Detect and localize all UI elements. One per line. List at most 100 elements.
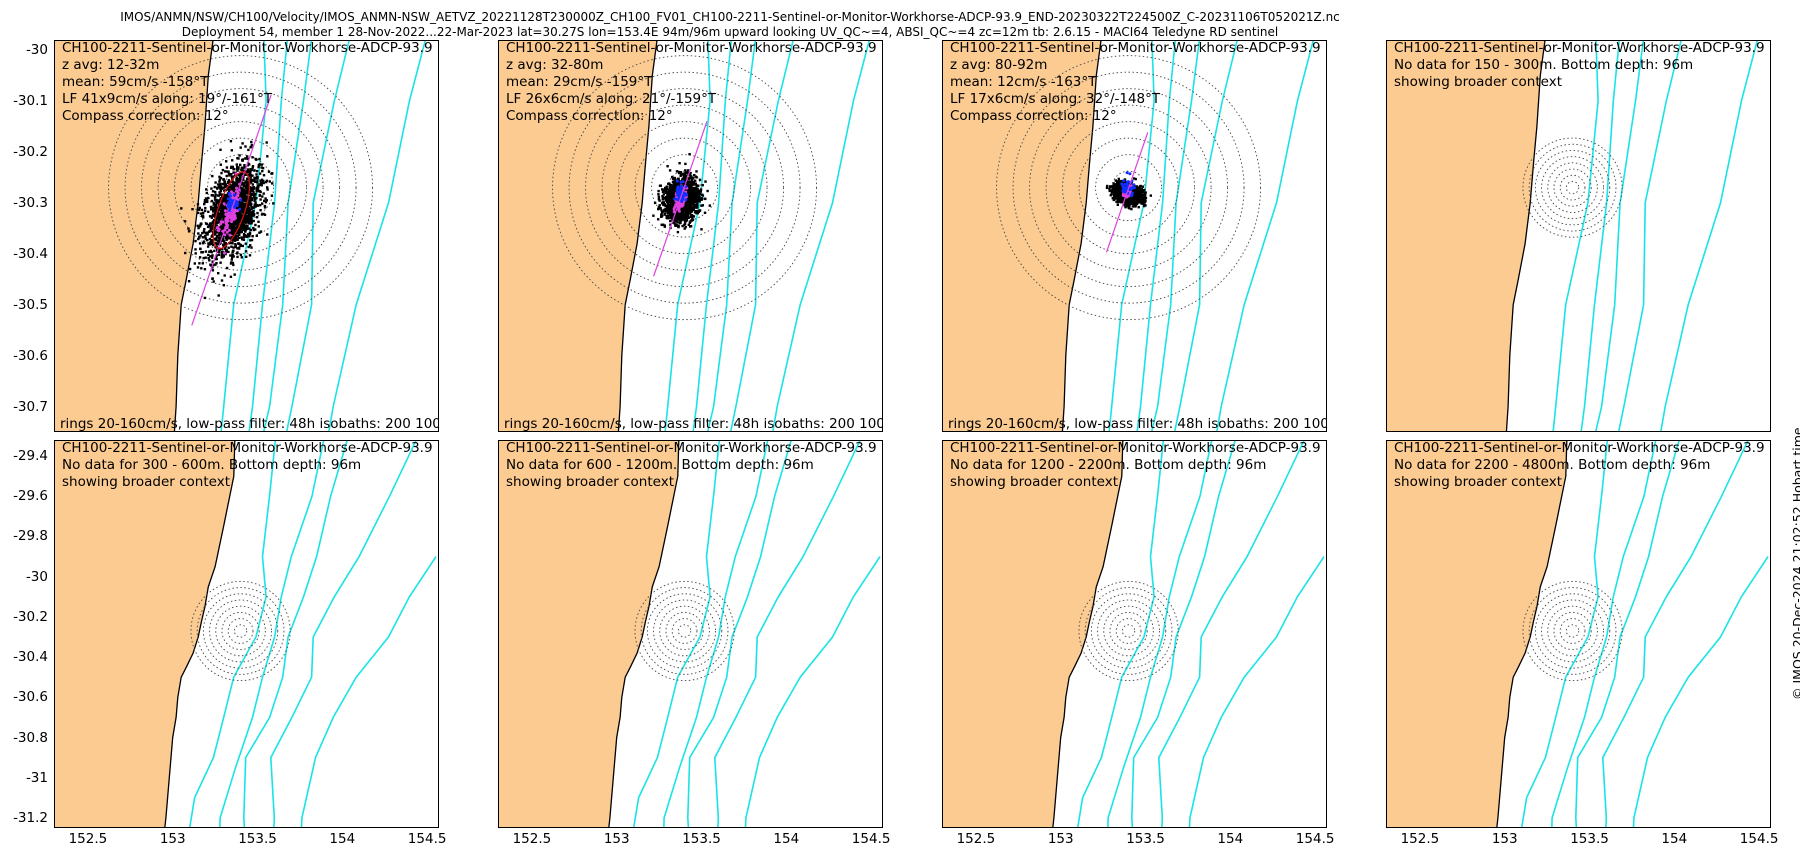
- speed-ring-100: [1542, 157, 1604, 219]
- panel-150-300m: CH100-2211-Sentinel-or-Monitor-Workhorse…: [1386, 40, 1771, 432]
- panel-info-line: LF 41x9cm/s along: 19°/-161°T: [62, 91, 433, 108]
- x-tick-label: 153.5: [238, 831, 277, 847]
- map-plot: [1386, 40, 1771, 432]
- speed-ring-140: [1529, 588, 1616, 675]
- isobath-line: [1603, 40, 1760, 432]
- x-tick-label: 154: [1661, 831, 1687, 847]
- y-tick-label: -30.6: [13, 348, 48, 364]
- panel-info-line: showing broader context: [1394, 74, 1765, 91]
- panel-info-line: LF 26x6cm/s along: 21°/-159°T: [506, 91, 877, 108]
- panel-title: CH100-2211-Sentinel-or-Monitor-Workhorse…: [950, 40, 1321, 57]
- panel-info-line: mean: 59cm/s -158°T: [62, 74, 433, 91]
- y-tick-label: -31: [26, 770, 48, 786]
- isobath-line: [1631, 40, 1768, 432]
- x-tick-label: 154: [1217, 831, 1243, 847]
- x-tick-label: 152.5: [513, 831, 552, 847]
- panel-info-line: No data for 600 - 1200m. Bottom depth: 9…: [506, 457, 877, 474]
- x-tick-label: 153: [1048, 831, 1074, 847]
- panel-title: CH100-2211-Sentinel-or-Monitor-Workhorse…: [62, 40, 433, 57]
- speed-ring-120: [1535, 594, 1609, 668]
- x-tick-label: 154.5: [852, 831, 891, 847]
- speed-ring-20: [1566, 181, 1578, 193]
- land-area: [1386, 40, 1568, 432]
- panel-footer: rings 20-160cm/s, low-pass filter: 48h i…: [948, 416, 1327, 432]
- x-tick-label: 154.5: [1740, 831, 1779, 847]
- panel-12-32m: CH100-2211-Sentinel-or-Monitor-Workhorse…: [54, 40, 439, 432]
- y-tick-label: -30.2: [13, 609, 48, 625]
- y-tick-label: -31.2: [13, 810, 48, 826]
- speed-ring-40: [1116, 619, 1141, 644]
- panel-title: CH100-2211-Sentinel-or-Monitor-Workhorse…: [506, 40, 877, 57]
- speed-ring-60: [1110, 612, 1147, 649]
- panel-info-line: Compass correction: 12°: [62, 108, 433, 125]
- y-tick-label: -30.1: [13, 93, 48, 109]
- panel-info-line: Compass correction: 12°: [950, 108, 1321, 125]
- isobath-line: [715, 440, 872, 828]
- isobath-line: [1159, 440, 1316, 828]
- panel-info-line: No data for 150 - 300m. Bottom depth: 96…: [1394, 57, 1765, 74]
- speed-ring-60: [1554, 612, 1591, 649]
- panel-info-line: LF 17x6cm/s along: 32°/-148°T: [950, 91, 1321, 108]
- x-tick-label: 153: [604, 831, 630, 847]
- panel-2200-4800m: CH100-2211-Sentinel-or-Monitor-Workhorse…: [1386, 440, 1771, 828]
- isobath-line: [1603, 440, 1760, 828]
- speed-ring-60: [666, 612, 703, 649]
- y-tick-label: -30.3: [13, 195, 48, 211]
- speed-ring-120: [1091, 594, 1165, 668]
- y-tick-label: -29.6: [13, 488, 48, 504]
- panel-info-line: Compass correction: 12°: [506, 108, 877, 125]
- panel-info-line: z avg: 32-80m: [506, 57, 877, 74]
- figure-title-line-2: Deployment 54, member 1 28-Nov-2022...22…: [0, 25, 1460, 39]
- speed-ring-60: [222, 612, 259, 649]
- x-tick-label: 152.5: [957, 831, 996, 847]
- x-tick-label: 152.5: [69, 831, 108, 847]
- panel-info-line: mean: 29cm/s -159°T: [506, 74, 877, 91]
- x-tick-label: 152.5: [1401, 831, 1440, 847]
- isobath-line: [743, 557, 880, 828]
- y-tick-label: -30.4: [13, 649, 48, 665]
- panel-text: CH100-2211-Sentinel-or-Monitor-Workhorse…: [506, 40, 877, 125]
- y-tick-label: -29.8: [13, 528, 48, 544]
- isobath-line: [1187, 557, 1324, 828]
- panel-info-line: No data for 2200 - 4800m. Bottom depth: …: [1394, 457, 1765, 474]
- panel-title: CH100-2211-Sentinel-or-Monitor-Workhorse…: [62, 440, 433, 457]
- y-tick-label: -30.5: [13, 297, 48, 313]
- panel-info-line: showing broader context: [506, 474, 877, 491]
- panel-info-line: z avg: 12-32m: [62, 57, 433, 74]
- panel-title: CH100-2211-Sentinel-or-Monitor-Workhorse…: [950, 440, 1321, 457]
- speed-ring-120: [1535, 150, 1609, 224]
- panel-title: CH100-2211-Sentinel-or-Monitor-Workhorse…: [1394, 440, 1765, 457]
- y-tick-label: -30: [26, 569, 48, 585]
- isobath-line: [299, 557, 436, 828]
- speed-ring-20: [1566, 625, 1578, 637]
- y-tick-label: -29.4: [13, 448, 48, 464]
- speed-ring-20: [678, 625, 690, 637]
- panel-info-line: No data for 1200 - 2200m. Bottom depth: …: [950, 457, 1321, 474]
- panel-text: CH100-2211-Sentinel-or-Monitor-Workhorse…: [62, 440, 433, 491]
- speed-ring-140: [197, 588, 284, 675]
- speed-ring-40: [228, 619, 253, 644]
- panel-text: CH100-2211-Sentinel-or-Monitor-Workhorse…: [62, 40, 433, 125]
- speed-ring-140: [641, 588, 728, 675]
- x-tick-label: 154.5: [1296, 831, 1335, 847]
- y-tick-label: -30.2: [13, 144, 48, 160]
- y-axis-row-2: -29.4-29.6-29.8-30-30.2-30.4-30.6-30.8-3…: [0, 440, 50, 828]
- speed-ring-120: [647, 594, 721, 668]
- panel-text: CH100-2211-Sentinel-or-Monitor-Workhorse…: [950, 440, 1321, 491]
- figure-title-line-1: IMOS/ANMN/NSW/CH100/Velocity/IMOS_ANMN-N…: [0, 10, 1460, 24]
- map-plot: [498, 440, 883, 828]
- y-tick-label: -30: [26, 42, 48, 58]
- panel-info-line: showing broader context: [950, 474, 1321, 491]
- isobath-line: [1132, 440, 1243, 828]
- panel-text: CH100-2211-Sentinel-or-Monitor-Workhorse…: [1394, 40, 1765, 91]
- map-plot: [54, 440, 439, 828]
- panel-title: CH100-2211-Sentinel-or-Monitor-Workhorse…: [1394, 40, 1765, 57]
- speed-ring-20: [1122, 625, 1134, 637]
- y-tick-label: -30.4: [13, 246, 48, 262]
- panel-title: CH100-2211-Sentinel-or-Monitor-Workhorse…: [506, 440, 877, 457]
- panel-text: CH100-2211-Sentinel-or-Monitor-Workhorse…: [506, 440, 877, 491]
- isobath-line: [271, 440, 428, 828]
